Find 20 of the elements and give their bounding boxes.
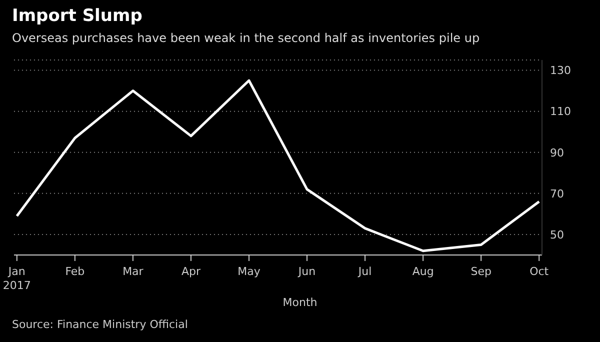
x-tick-label: Jul: [357, 265, 372, 278]
x-tick-label: Aug: [412, 265, 434, 278]
x-tick-label: Mar: [122, 265, 144, 278]
source-note: Source: Finance Ministry Official: [12, 318, 188, 331]
line-series: [16, 79, 540, 252]
chart-subtitle: Overseas purchases have been weak in the second half as inventories pile up: [12, 31, 480, 45]
x-tick-label: Jan 2017: [2, 265, 31, 292]
y-tick-label: 110: [550, 105, 571, 118]
y-tick-label: 70: [550, 187, 564, 200]
y-tick-label: 130: [550, 64, 571, 78]
x-tick-label: Jun: [297, 265, 316, 278]
y-tick-label: 50: [550, 228, 564, 242]
chart-title: Import Slump: [12, 6, 142, 26]
x-tick-label: Oct: [530, 265, 550, 278]
y-tick-label: 90: [550, 146, 564, 160]
x-tick-label: Sep: [470, 265, 492, 278]
x-tick-label: Feb: [65, 265, 85, 278]
x-tick-label: Apr: [181, 265, 201, 278]
x-axis-title: Month: [282, 296, 318, 309]
x-tick-label: May: [238, 265, 261, 278]
